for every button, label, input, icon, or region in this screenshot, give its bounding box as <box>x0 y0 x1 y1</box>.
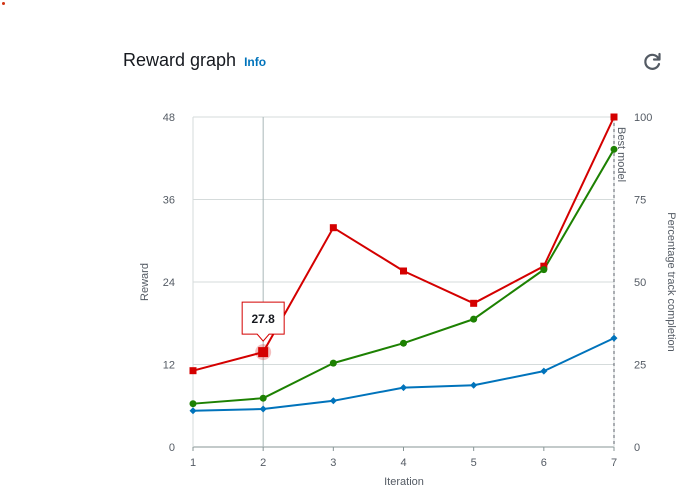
refresh-button[interactable] <box>640 50 664 74</box>
x-tick-label: 6 <box>541 457 547 469</box>
data-point-green[interactable] <box>540 266 548 274</box>
status-dot <box>2 2 5 5</box>
hover-point[interactable] <box>258 347 269 358</box>
y-tick-label: 24 <box>163 277 175 289</box>
panel-title: Reward graph <box>123 50 237 70</box>
y-tick-label: 48 <box>163 112 175 124</box>
refresh-icon <box>644 52 661 70</box>
panel-header: Reward graph Info <box>123 50 266 71</box>
data-point-blue[interactable] <box>189 407 197 415</box>
data-point-green[interactable] <box>329 359 337 367</box>
x-tick-label: 2 <box>260 457 266 469</box>
x-tick-label: 1 <box>190 457 196 469</box>
data-point-blue[interactable] <box>540 367 548 375</box>
x-tick-label: 4 <box>400 457 406 469</box>
info-link[interactable]: Info <box>244 55 267 69</box>
best-model-label: Best model <box>615 127 627 182</box>
y-tick-label: 36 <box>163 195 175 207</box>
x-tick-label: 5 <box>471 457 477 469</box>
data-point-blue[interactable] <box>329 397 337 405</box>
data-point-blue[interactable] <box>400 384 407 392</box>
y-tick-label: 12 <box>163 360 175 372</box>
data-point-blue[interactable] <box>610 334 618 342</box>
tooltip-value: 27.8 <box>251 312 275 326</box>
y2-tick-label: 0 <box>634 442 640 454</box>
data-point-red[interactable] <box>470 299 478 307</box>
y2-tick-label: 50 <box>634 277 646 289</box>
data-point-green[interactable] <box>610 145 618 153</box>
data-point-green[interactable] <box>400 339 407 347</box>
y2-tick-label: 100 <box>634 112 652 124</box>
y-axis-title: Reward <box>139 263 151 301</box>
data-point-red[interactable] <box>400 267 407 275</box>
x-axis-title: Iteration <box>384 476 424 485</box>
y2-tick-label: 25 <box>634 360 646 372</box>
tooltip-box <box>241 301 285 342</box>
data-point-blue[interactable] <box>259 405 267 413</box>
y-tick-label: 0 <box>169 442 175 454</box>
data-point-red[interactable] <box>329 224 337 232</box>
data-point-blue[interactable] <box>470 381 478 389</box>
data-point-green[interactable] <box>470 315 478 323</box>
data-point-red[interactable] <box>610 113 618 121</box>
x-tick-label: 7 <box>611 457 617 469</box>
data-point-green[interactable] <box>259 394 267 402</box>
y2-axis-title: Percentage track completion <box>665 212 677 351</box>
data-point-red[interactable] <box>189 367 197 375</box>
series-line-green <box>192 148 615 405</box>
y2-tick-label: 75 <box>634 195 646 207</box>
x-tick-label: 3 <box>330 457 336 469</box>
data-point-green[interactable] <box>189 400 197 408</box>
